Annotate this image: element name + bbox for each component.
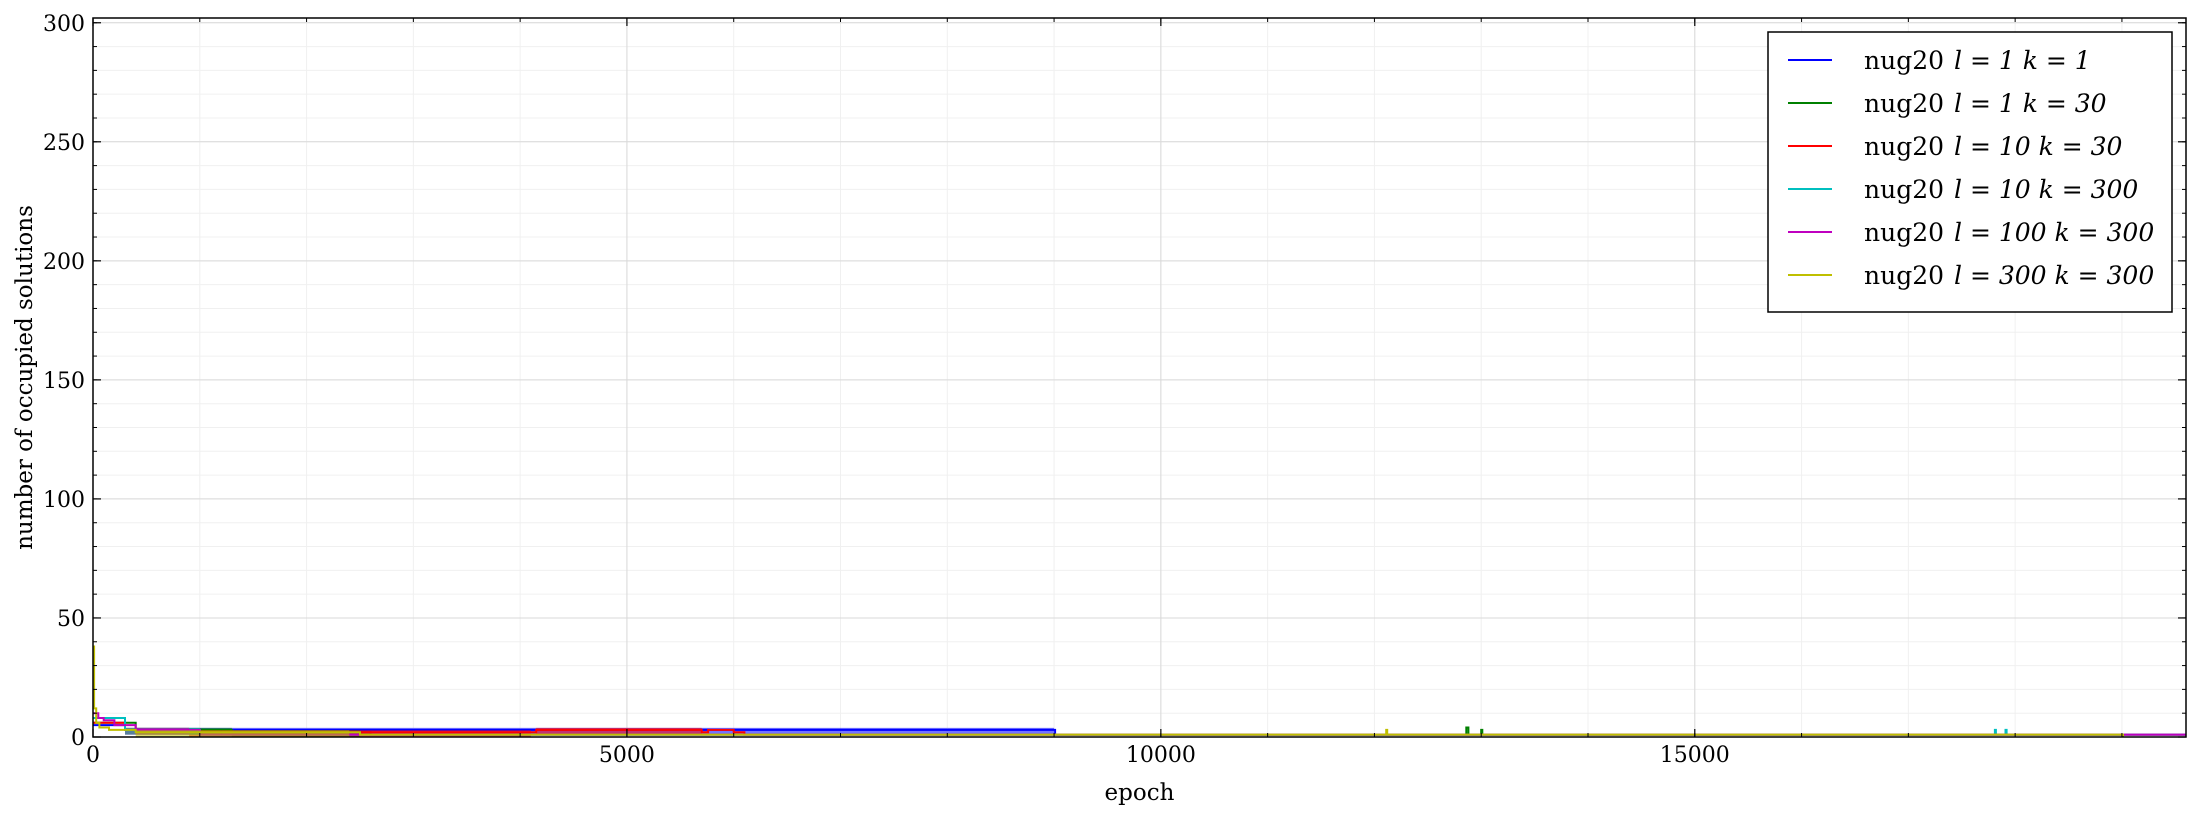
legend-label-prefix: nug20 [1864, 218, 1944, 247]
series-band-1 [840, 727, 948, 735]
series-band-1 [733, 727, 841, 735]
legend-label-4: nug20 l = 10 k = 300 [1864, 175, 2138, 204]
legend-label-prefix: nug20 [1864, 46, 1944, 75]
legend-label-1: nug20 l = 1 k = 1 [1864, 46, 2091, 75]
legend-label-prefix: nug20 [1864, 261, 1944, 290]
series-band-1 [947, 727, 1055, 735]
y-tick-label: 0 [71, 726, 85, 751]
legend-label-math: l = 10 k = 300 [1954, 175, 2138, 204]
legend-label-prefix: nug20 [1864, 175, 1944, 204]
legend-label-math: l = 1 k = 30 [1954, 89, 2107, 118]
legend-label-math: l = 100 k = 300 [1954, 218, 2154, 247]
legend-label-5: nug20 l = 100 k = 300 [1864, 218, 2154, 247]
y-tick-label: 300 [43, 12, 85, 37]
legend-label-3: nug20 l = 10 k = 30 [1864, 132, 2123, 161]
legend-label-math: l = 300 k = 300 [1954, 261, 2154, 290]
legend-label-2: nug20 l = 1 k = 30 [1864, 89, 2107, 118]
series-band-6 [221, 730, 350, 737]
y-tick-label: 150 [43, 369, 85, 394]
y-tick-label: 100 [43, 488, 85, 513]
series-band-6 [135, 730, 222, 737]
legend: nug20 l = 1 k = 1 nug20 l = 1 k = 30 nug20 l … [1767, 31, 2173, 313]
legend-label-math: l = 1 k = 1 [1954, 46, 2091, 75]
x-tick-label: 0 [86, 743, 100, 768]
y-axis-title: number of occupied solutions [12, 205, 38, 550]
legend-label-prefix: nug20 [1864, 132, 1944, 161]
x-axis-title: epoch [1105, 780, 1175, 806]
series-band-3 [536, 727, 702, 735]
legend-label-prefix: nug20 [1864, 89, 1944, 118]
x-tick-label: 10000 [1126, 743, 1196, 768]
tick-labels: 0 5000 10000 15000 0 50 100 150 200 250 300 [43, 12, 1730, 768]
legend-label-math: l = 10 k = 30 [1954, 132, 2122, 161]
legend-label-6: nug20 l = 300 k = 300 [1864, 261, 2154, 290]
series-line-5 [93, 712, 2186, 736]
y-tick-label: 200 [43, 250, 85, 275]
x-tick-label: 15000 [1660, 743, 1730, 768]
axis-ticks [92, 18, 2186, 738]
y-tick-label: 50 [57, 607, 85, 632]
x-tick-label: 5000 [599, 743, 655, 768]
plot-frame [92, 17, 2187, 738]
legend-frame [1767, 31, 2173, 313]
y-tick-label: 250 [43, 131, 85, 156]
